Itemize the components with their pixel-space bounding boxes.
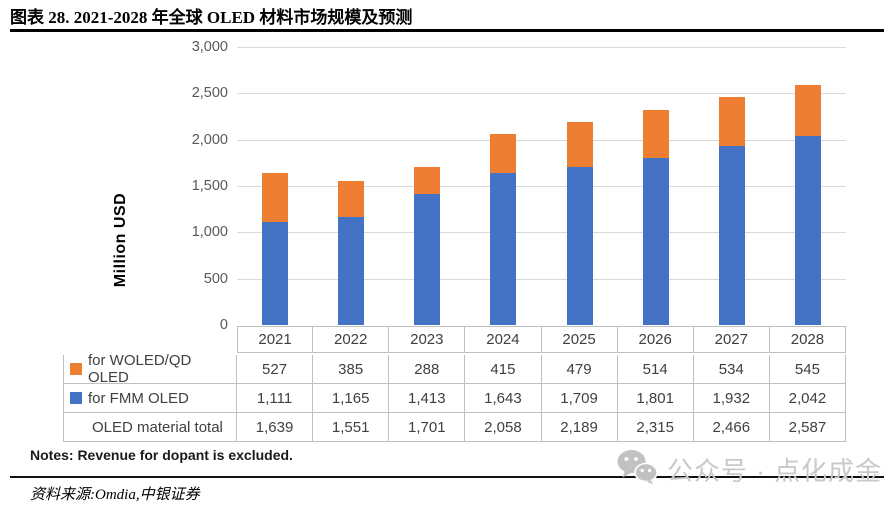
y-tick-label: 2,000 (191, 131, 228, 148)
value-cell: 2,189 (541, 413, 618, 442)
data-table: 2021 2022 2023 2024 2025 2026 2027 2028 for WOLE… (63, 326, 846, 442)
value-cell: 534 (693, 355, 770, 384)
bar-segment-2026-for-woled-qd-oled (642, 110, 669, 159)
year-header-cell: 2022 (313, 326, 390, 353)
legend-swatch-for-fmm-oled (70, 392, 82, 404)
y-axis-label: Million USD (112, 192, 130, 288)
gridline-2,500 (237, 93, 846, 95)
value-cell: 1,551 (313, 413, 390, 442)
y-tick-label: 1,500 (191, 178, 228, 194)
value-cell: 1,709 (541, 384, 618, 413)
row-label-text: for WOLED/QD OLED (88, 352, 192, 386)
bar-segment-2027-for-fmm-oled (718, 145, 745, 325)
value-cell: 1,643 (465, 384, 542, 413)
value-cell: 1,413 (389, 384, 466, 413)
row-label-text: for FMM OLED (88, 389, 189, 407)
watermark: 公众号 · 点化成金 (616, 449, 882, 489)
value-cell: 545 (769, 355, 846, 384)
year-header-cell: 2026 (617, 326, 694, 353)
bar-segment-2021-for-woled-qd-oled (262, 173, 289, 223)
bar-segment-2028-for-fmm-oled (794, 135, 821, 325)
year-header-cell: 2028 (769, 326, 846, 353)
row-label-text: OLED material total (92, 418, 223, 436)
bottom-rule (10, 476, 884, 478)
row-label-oled-material-total: OLED material total (63, 413, 237, 442)
year-header-cell: 2023 (389, 326, 466, 353)
gridline-500 (237, 278, 846, 280)
value-cell: 1,111 (237, 384, 314, 413)
y-tick-label: 3,000 (191, 39, 228, 55)
source-text: 资料来源:Omdia,中银证券 (30, 487, 200, 503)
plot-area (237, 47, 846, 325)
year-header-cell: 2021 (237, 326, 314, 353)
table-corner-spacer (63, 326, 237, 355)
value-cell: 415 (465, 355, 542, 384)
bar-segment-2025-for-woled-qd-oled (566, 122, 593, 167)
watermark-text: 公众号 · 点化成金 (667, 455, 883, 486)
bar-segment-2027-for-woled-qd-oled (718, 96, 745, 146)
value-cell: 2,042 (769, 384, 846, 413)
value-cell: 514 (617, 355, 694, 384)
bar-segment-2021-for-fmm-oled (262, 222, 289, 325)
value-cell: 1,701 (389, 413, 466, 442)
gridline-2,000 (237, 139, 846, 141)
bar-segment-2024-for-woled-qd-oled (490, 134, 517, 173)
bar-segment-2026-for-fmm-oled (642, 158, 669, 325)
notes-text: Notes: Revenue for dopant is excluded. (30, 447, 293, 463)
bar-segment-2023-for-fmm-oled (414, 194, 441, 325)
bar-segment-2023-for-woled-qd-oled (414, 167, 441, 195)
bar-segment-2028-for-woled-qd-oled (794, 85, 821, 136)
value-cell: 2,587 (769, 413, 846, 442)
y-axis-ticks: 0 500 1,000 1,500 2,000 2,500 3,000 (140, 39, 228, 333)
year-header-cell: 2027 (693, 326, 770, 353)
gridline-3,000 (237, 47, 846, 48)
bar-segment-2025-for-fmm-oled (566, 166, 593, 325)
wechat-icon (616, 449, 658, 490)
row-label-for-woled-qd-oled: for WOLED/QD OLED (63, 352, 237, 386)
value-cell: 2,058 (465, 413, 542, 442)
bar-segment-2022-for-fmm-oled (338, 217, 365, 325)
y-tick-label: 1,000 (191, 224, 228, 241)
y-tick-label: 2,500 (191, 85, 228, 102)
value-cell: 385 (313, 355, 390, 384)
row-label-for-fmm-oled: for FMM OLED (63, 384, 237, 413)
y-tick-label: 500 (203, 270, 228, 287)
value-cell: 479 (541, 355, 618, 384)
value-cell: 1,801 (617, 384, 694, 413)
value-cell: 1,639 (237, 413, 314, 442)
bar-segment-2024-for-fmm-oled (490, 172, 517, 325)
value-cell: 1,932 (693, 384, 770, 413)
year-header-cell: 2024 (465, 326, 542, 353)
value-cell: 2,466 (693, 413, 770, 442)
value-cell: 288 (389, 355, 466, 384)
figure-title: 图表 28. 2021-2028 年全球 OLED 材料市场规模及预测 (10, 8, 413, 27)
year-header-cell: 2025 (541, 326, 618, 353)
bar-segment-2022-for-woled-qd-oled (338, 181, 365, 218)
gridline-1,000 (237, 232, 846, 234)
value-cell: 527 (237, 355, 314, 384)
gridline-1,500 (237, 186, 846, 187)
y-tick-label: 0 (219, 317, 228, 333)
title-rule (10, 29, 884, 32)
legend-swatch-for-woled-qd-oled (70, 363, 82, 375)
value-cell: 1,165 (313, 384, 390, 413)
value-cell: 2,315 (617, 413, 694, 442)
